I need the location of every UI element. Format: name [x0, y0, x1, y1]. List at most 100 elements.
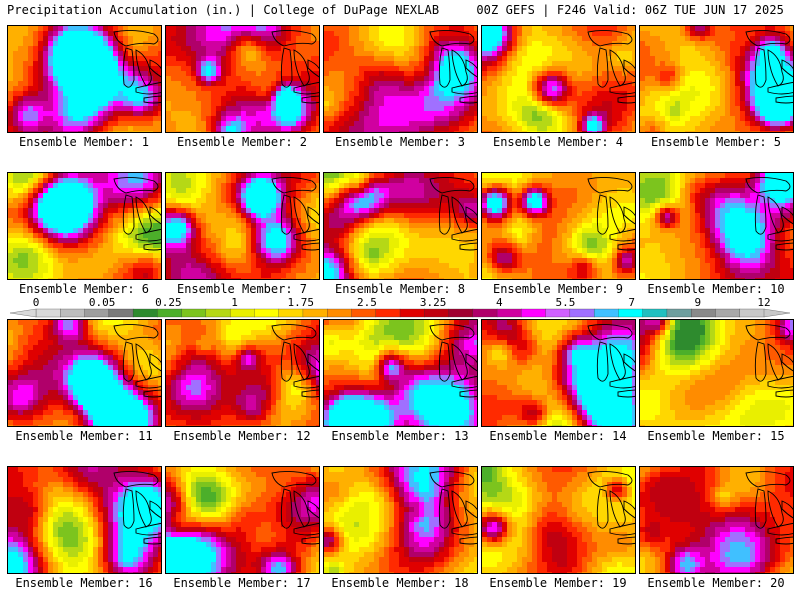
- colorbar-swatch: [496, 308, 522, 318]
- colorbar-swatch: [278, 308, 304, 318]
- colorbar-swatch: [666, 308, 692, 318]
- lake-outline-4: [149, 353, 161, 372]
- colorbar-swatch: [60, 308, 85, 318]
- ensemble-member-label: Ensemble Member: 4: [492, 135, 624, 149]
- colorbar-swatch: [472, 308, 498, 318]
- lake-outline-1: [587, 176, 633, 194]
- great-lakes-outline: [271, 176, 319, 251]
- precip-field: [166, 173, 319, 279]
- lake-outline-6: [301, 242, 319, 251]
- ensemble-map-7: [165, 172, 320, 280]
- colorbar-tick-label: 12: [757, 296, 771, 309]
- colorbar-swatch: [448, 308, 474, 318]
- colorbar-swatch: [229, 308, 255, 318]
- colorbar-high-arrow: [763, 308, 791, 318]
- precip-field: [8, 320, 161, 426]
- ensemble-member-label: Ensemble Member: 8: [334, 282, 466, 296]
- colorbar-swatch: [642, 308, 668, 318]
- lake-outline-1: [429, 29, 475, 47]
- colorbar-swatch: [569, 308, 595, 318]
- great-lakes-outline: [429, 323, 477, 398]
- colorbar-swatch: [375, 308, 401, 318]
- great-lakes-outline: [429, 176, 477, 251]
- ensemble-map-17: [165, 466, 320, 574]
- lake-outline-6: [617, 536, 635, 545]
- colorbar-bar: [9, 308, 791, 318]
- lake-outline-1: [113, 323, 159, 341]
- colorbar-swatch: [254, 308, 280, 318]
- lake-outline-5: [135, 375, 161, 389]
- lake-outline-4: [307, 206, 319, 225]
- lake-outline-4: [465, 206, 477, 225]
- lake-outline-5: [451, 228, 477, 242]
- great-lakes-outline: [271, 323, 319, 398]
- lake-outline-2: [280, 47, 293, 88]
- great-lakes-outline: [113, 470, 161, 545]
- lake-outline-2: [754, 488, 767, 529]
- lake-outline-6: [459, 389, 477, 398]
- ensemble-map-4: [481, 25, 636, 133]
- ensemble-map-3: [323, 25, 478, 133]
- ensemble-member-label: Ensemble Member: 19: [489, 576, 627, 590]
- colorbar: 0 0.05 0.25 1 1.75 2.5 3.25 4 5.5 7 9 12: [0, 296, 800, 322]
- lake-outline-1: [271, 323, 317, 341]
- ensemble-map-16: [7, 466, 162, 574]
- lake-outline-6: [775, 95, 793, 104]
- lake-outline-5: [293, 81, 319, 95]
- lake-outline-1: [113, 176, 159, 194]
- ensemble-map-20: [639, 466, 794, 574]
- precip-field: [8, 26, 161, 132]
- lake-outline-5: [767, 522, 793, 536]
- colorbar-swatch: [205, 308, 231, 318]
- lake-outline-4: [781, 206, 793, 225]
- colorbar-swatch: [157, 308, 183, 318]
- precip-field: [166, 26, 319, 132]
- precip-field: [166, 320, 319, 426]
- ensemble-member-label: Ensemble Member: 11: [15, 429, 153, 443]
- ensemble-member-label: Ensemble Member: 7: [176, 282, 308, 296]
- lake-outline-5: [293, 375, 319, 389]
- precip-field: [482, 26, 635, 132]
- colorbar-swatch: [691, 308, 716, 318]
- lake-outline-4: [307, 500, 319, 519]
- great-lakes-outline: [587, 29, 635, 104]
- colorbar-swatch: [327, 308, 352, 318]
- lake-outline-4: [149, 59, 161, 78]
- lake-outline-5: [767, 375, 793, 389]
- colorbar-swatch: [521, 308, 547, 318]
- lake-outline-1: [113, 470, 159, 488]
- lake-outline-6: [459, 242, 477, 251]
- colorbar-swatch: [84, 308, 110, 318]
- lake-outline-6: [775, 536, 793, 545]
- lake-outline-4: [149, 500, 161, 519]
- great-lakes-outline: [429, 470, 477, 545]
- lake-outline-1: [271, 470, 317, 488]
- great-lakes-outline: [745, 29, 793, 104]
- lake-outline-6: [775, 242, 793, 251]
- lake-outline-2: [596, 47, 609, 88]
- ensemble-map-5: [639, 25, 794, 133]
- lake-outline-1: [587, 29, 633, 47]
- great-lakes-outline: [271, 470, 319, 545]
- lake-outline-6: [301, 389, 319, 398]
- lake-outline-6: [301, 536, 319, 545]
- lake-outline-6: [617, 242, 635, 251]
- colorbar-swatch: [132, 308, 158, 318]
- lake-outline-2: [122, 488, 135, 529]
- lake-outline-1: [429, 323, 475, 341]
- lake-outline-5: [767, 228, 793, 242]
- great-lakes-outline: [587, 470, 635, 545]
- lake-outline-2: [122, 47, 135, 88]
- lake-outline-4: [623, 206, 635, 225]
- lake-outline-4: [307, 353, 319, 372]
- lake-outline-1: [745, 323, 791, 341]
- colorbar-tick-label: 0.25: [155, 296, 182, 309]
- great-lakes-outline: [113, 323, 161, 398]
- lake-outline-1: [429, 470, 475, 488]
- ensemble-member-label: Ensemble Member: 18: [331, 576, 469, 590]
- lake-outline-2: [280, 341, 293, 382]
- precip-field: [640, 320, 793, 426]
- lake-outline-2: [438, 47, 451, 88]
- ensemble-member-label: Ensemble Member: 3: [334, 135, 466, 149]
- colorbar-swatch: [739, 308, 765, 318]
